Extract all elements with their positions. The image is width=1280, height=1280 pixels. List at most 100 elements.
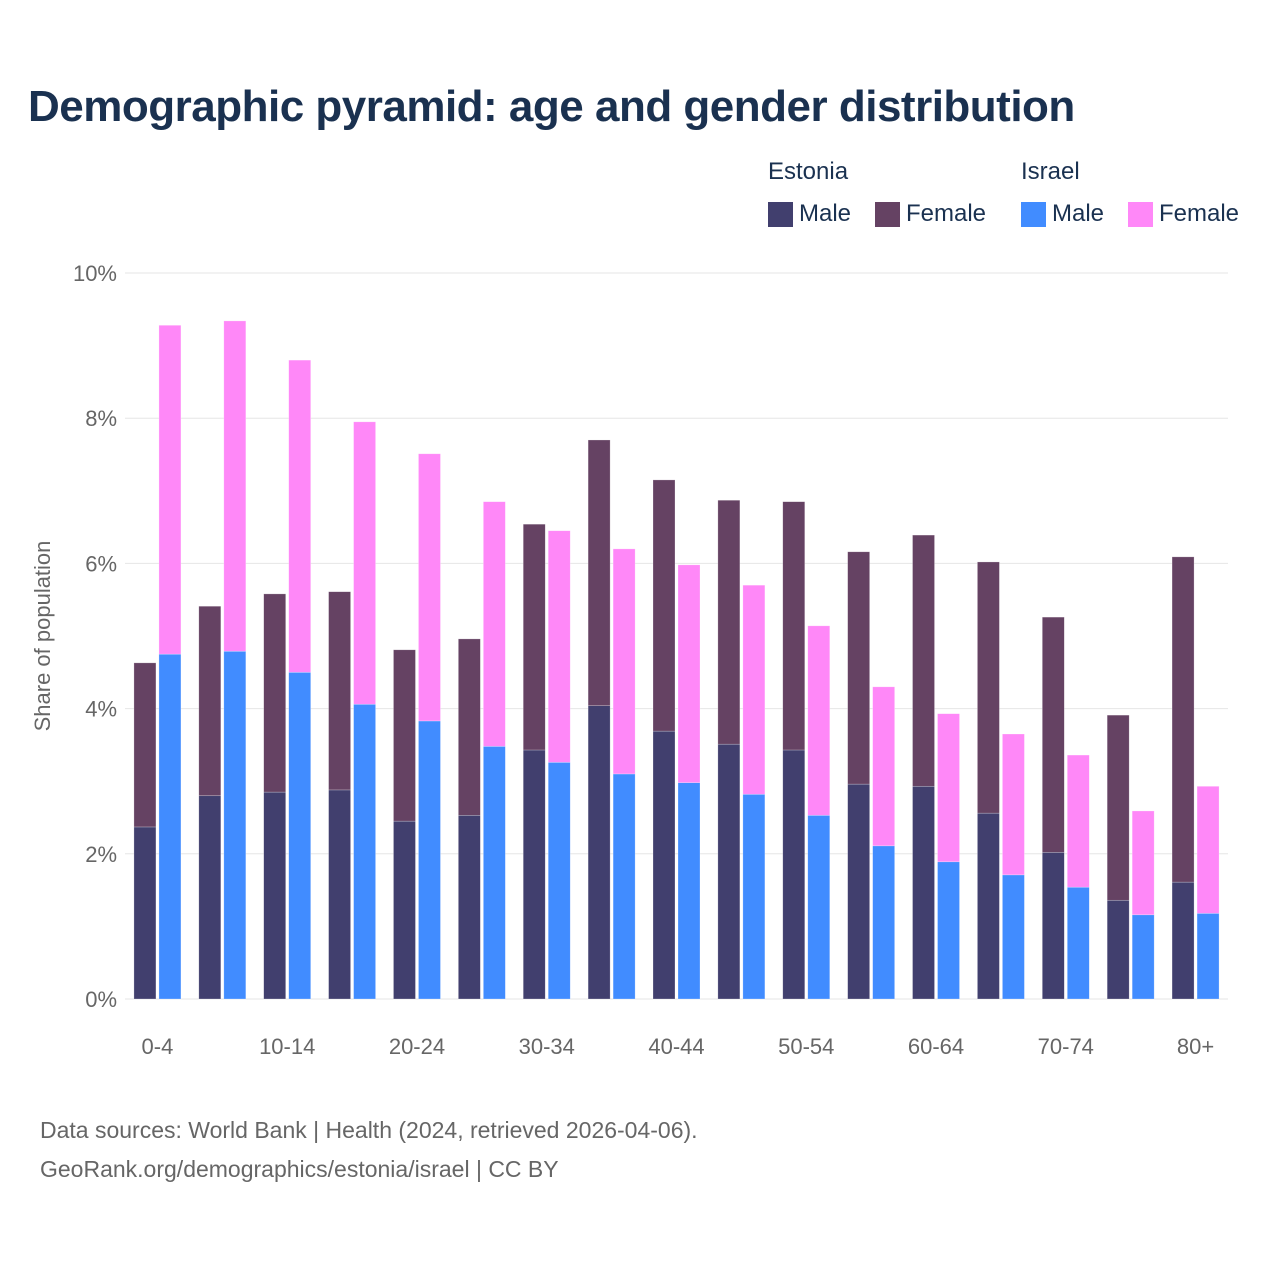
bar-estonia-female <box>1171 556 1195 883</box>
bar-israel-male <box>612 773 636 1000</box>
legend-swatch <box>875 201 900 227</box>
bar-estonia-female <box>912 534 935 787</box>
bar-estonia-female <box>652 479 676 732</box>
bar-estonia-male <box>263 791 287 1000</box>
bar-israel-female <box>1196 785 1220 914</box>
bar-estonia-female <box>977 561 1000 814</box>
legend-group-israel: Israel <box>1021 158 1080 185</box>
bar-israel-female <box>1002 733 1025 876</box>
bar-estonia-male <box>847 783 870 1000</box>
x-tick-label: 60-64 <box>908 1034 964 1059</box>
bar-israel-female <box>1066 754 1090 888</box>
legend-estonia-male: Male <box>768 200 851 228</box>
bar-israel-female <box>612 548 636 775</box>
bar-estonia-female <box>587 439 611 706</box>
bar-estonia-male <box>522 749 546 1000</box>
bar-israel-female <box>1131 810 1155 916</box>
bar-estonia-male <box>133 826 157 1000</box>
bar-estonia-male <box>1106 899 1130 1000</box>
bar-israel-male <box>223 650 247 1000</box>
legend-israel-female: Female <box>1128 200 1239 228</box>
x-tick-label: 30-34 <box>519 1034 575 1059</box>
legend-label: Male <box>799 200 852 227</box>
bar-israel-female <box>288 359 312 673</box>
bar-estonia-male <box>1041 852 1065 1000</box>
bar-estonia-female <box>847 551 870 785</box>
bar-israel-male <box>158 653 182 1000</box>
bar-estonia-male <box>1171 881 1195 1000</box>
bar-israel-male <box>1066 886 1090 1000</box>
chart-title: Demographic pyramid: age and gender dist… <box>28 82 1075 131</box>
bar-israel-male <box>483 746 506 1000</box>
bar-estonia-female <box>393 649 416 822</box>
bar-israel-male <box>742 793 766 1000</box>
bar-estonia-female <box>458 638 481 816</box>
bar-estonia-female <box>1041 616 1065 853</box>
bar-israel-male <box>418 720 441 1000</box>
y-tick-label: 6% <box>85 551 117 576</box>
legend-israel-male: Male <box>1021 200 1104 228</box>
bar-israel-female <box>677 564 701 783</box>
legend-swatch <box>768 201 793 227</box>
bar-estonia-female <box>133 662 157 828</box>
legend-label: Female <box>906 200 987 227</box>
legend-estonia-female: Female <box>875 200 986 228</box>
bar-israel-male <box>288 671 312 1000</box>
bar-israel-female <box>483 501 506 747</box>
x-tick-label: 10-14 <box>259 1034 315 1059</box>
bar-israel-female <box>872 686 895 847</box>
y-tick-label: 0% <box>85 987 117 1012</box>
bar-estonia-male <box>328 789 351 1000</box>
y-tick-label: 8% <box>85 406 117 431</box>
bar-israel-female <box>742 584 766 795</box>
bar-israel-male <box>353 703 376 1000</box>
bar-estonia-male <box>912 785 935 1000</box>
x-tick-label: 50-54 <box>778 1034 834 1059</box>
bar-israel-male <box>937 861 960 1000</box>
bar-estonia-male <box>652 730 676 1000</box>
bar-estonia-male <box>717 743 741 1000</box>
bar-estonia-female <box>782 501 806 751</box>
bar-israel-female <box>158 324 182 655</box>
bar-estonia-male <box>198 795 222 1000</box>
bar-estonia-female <box>522 523 546 751</box>
legend-label: Female <box>1159 200 1240 227</box>
bar-israel-female <box>807 625 831 816</box>
bar-estonia-male <box>393 820 416 1000</box>
x-tick-label: 0-4 <box>142 1034 174 1059</box>
footer-attribution: GeoRank.org/demographics/estonia/israel … <box>40 1156 559 1182</box>
bar-israel-female <box>547 530 571 763</box>
bar-israel-female <box>353 421 376 705</box>
y-tick-label: 10% <box>73 261 117 286</box>
bar-estonia-female <box>1106 714 1130 901</box>
bar-israel-male <box>807 815 831 1000</box>
bar-israel-male <box>872 845 895 1000</box>
y-axis-label: Share of population <box>30 541 55 732</box>
legend-group-estonia: Estonia <box>768 158 849 185</box>
bar-israel-female <box>223 320 247 652</box>
x-tick-label: 80+ <box>1177 1034 1214 1059</box>
bar-israel-female <box>937 713 960 863</box>
bar-israel-male <box>1002 874 1025 1000</box>
y-tick-label: 2% <box>85 842 117 867</box>
bar-israel-male <box>1131 914 1155 1000</box>
bar-estonia-male <box>458 815 481 1000</box>
legend-swatch <box>1021 201 1046 227</box>
bar-estonia-male <box>587 705 611 1000</box>
y-tick-label: 4% <box>85 697 117 722</box>
legend-label: Male <box>1052 200 1105 227</box>
x-tick-label: 40-44 <box>648 1034 704 1059</box>
bar-estonia-female <box>328 591 351 791</box>
bar-estonia-female <box>198 605 222 797</box>
x-tick-label: 70-74 <box>1038 1034 1094 1059</box>
bar-israel-female <box>418 453 441 722</box>
bar-israel-male <box>1196 913 1220 1000</box>
bar-estonia-female <box>263 593 287 793</box>
bar-estonia-male <box>977 812 1000 1000</box>
bar-estonia-male <box>782 749 806 1000</box>
bar-israel-male <box>677 782 701 1000</box>
x-tick-label: 20-24 <box>389 1034 445 1059</box>
footer-sources: Data sources: World Bank | Health (2024,… <box>40 1117 698 1143</box>
bar-israel-male <box>547 762 571 1000</box>
